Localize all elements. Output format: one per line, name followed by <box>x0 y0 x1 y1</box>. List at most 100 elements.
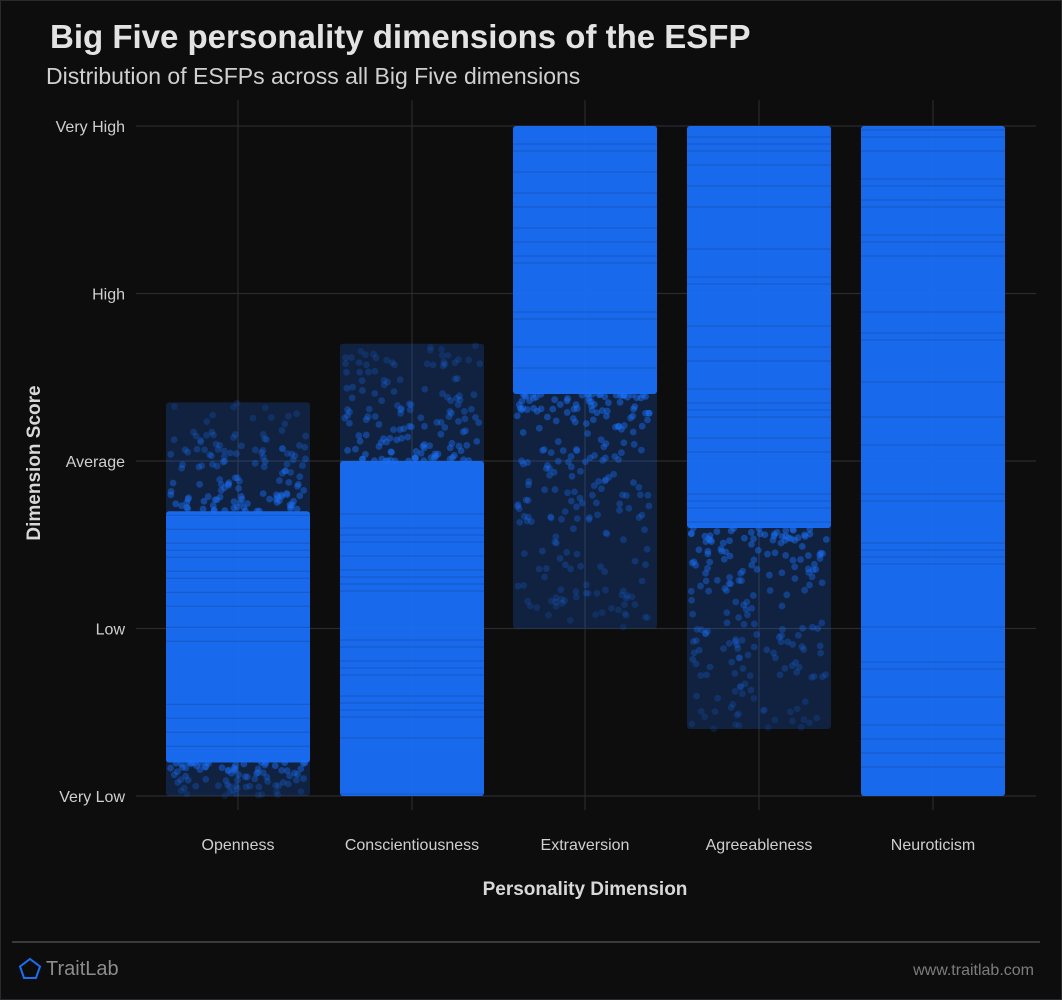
data-point <box>552 602 560 610</box>
data-point <box>293 410 301 418</box>
data-point <box>216 441 224 449</box>
data-point <box>542 465 550 472</box>
data-point <box>251 775 259 783</box>
data-point <box>169 479 177 487</box>
data-point <box>789 717 796 725</box>
data-point <box>602 476 610 484</box>
data-point <box>570 525 577 533</box>
site-url: www.traitlab.com <box>913 962 1034 979</box>
data-point <box>772 654 779 662</box>
data-point <box>346 419 353 427</box>
data-point <box>533 604 541 611</box>
data-point <box>608 604 615 612</box>
data-point <box>446 408 454 415</box>
data-point <box>514 501 522 508</box>
data-point <box>429 361 437 369</box>
data-point <box>701 532 709 540</box>
data-point <box>174 779 182 786</box>
data-point <box>383 356 391 364</box>
data-point <box>181 446 189 454</box>
data-point <box>525 478 533 485</box>
data-point <box>287 505 294 513</box>
data-point <box>273 788 280 796</box>
data-point <box>578 391 586 399</box>
data-point <box>444 351 452 359</box>
data-point <box>551 486 559 493</box>
data-point <box>371 367 379 375</box>
data-point <box>344 446 351 454</box>
data-point <box>740 534 748 542</box>
data-point <box>791 575 799 582</box>
data-point <box>192 782 200 790</box>
data-point <box>387 456 395 464</box>
data-point <box>706 532 714 540</box>
data-point <box>792 659 800 666</box>
data-point <box>232 761 239 769</box>
data-point <box>611 423 619 431</box>
data-point <box>216 493 224 501</box>
data-point <box>232 450 240 458</box>
data-point <box>635 514 643 521</box>
data-point <box>750 643 758 651</box>
data-point <box>279 778 287 786</box>
data-point <box>259 453 267 461</box>
data-point <box>208 452 215 460</box>
data-point <box>551 396 559 404</box>
data-point <box>470 391 478 399</box>
data-point <box>818 579 826 587</box>
data-point <box>203 431 211 439</box>
data-point <box>711 708 719 716</box>
data-point <box>362 416 370 424</box>
data-point <box>234 776 241 784</box>
data-point <box>217 487 225 494</box>
data-point <box>209 411 217 419</box>
point-band-range <box>166 402 310 796</box>
data-point <box>589 416 597 424</box>
data-point <box>697 582 704 590</box>
data-point <box>593 409 601 417</box>
data-point <box>476 360 484 367</box>
data-point <box>434 450 442 458</box>
data-point <box>210 431 217 439</box>
data-point <box>195 463 203 471</box>
data-point <box>520 582 528 589</box>
data-point <box>370 457 378 465</box>
data-point <box>294 482 301 490</box>
data-point <box>254 791 262 799</box>
data-point <box>344 412 351 419</box>
data-point <box>738 690 746 698</box>
data-point <box>623 592 631 599</box>
point-band-core <box>340 461 484 796</box>
data-point <box>547 449 555 457</box>
data-point <box>275 477 283 484</box>
data-point <box>576 494 584 502</box>
data-point <box>372 354 380 362</box>
data-point <box>782 527 790 534</box>
data-point <box>723 587 730 595</box>
data-point <box>285 479 293 486</box>
y-tick-label: High <box>92 287 125 304</box>
data-point <box>568 472 576 480</box>
data-point <box>179 763 186 771</box>
data-point <box>794 534 802 542</box>
data-point <box>167 488 175 495</box>
data-point <box>591 452 598 459</box>
data-point <box>645 409 653 417</box>
data-point <box>445 413 453 421</box>
data-point <box>729 700 737 708</box>
data-point <box>693 692 700 700</box>
band-agreeableness <box>687 126 831 733</box>
data-point <box>218 764 226 772</box>
data-point <box>355 359 363 367</box>
point-band-core <box>687 126 831 528</box>
data-point <box>375 421 383 428</box>
data-point <box>356 437 364 445</box>
data-point <box>448 439 456 447</box>
data-point <box>343 368 350 376</box>
data-point <box>689 638 697 645</box>
data-point <box>277 491 285 499</box>
data-point <box>393 436 401 444</box>
data-point <box>765 571 773 579</box>
data-point <box>688 530 695 538</box>
data-point <box>384 378 392 386</box>
